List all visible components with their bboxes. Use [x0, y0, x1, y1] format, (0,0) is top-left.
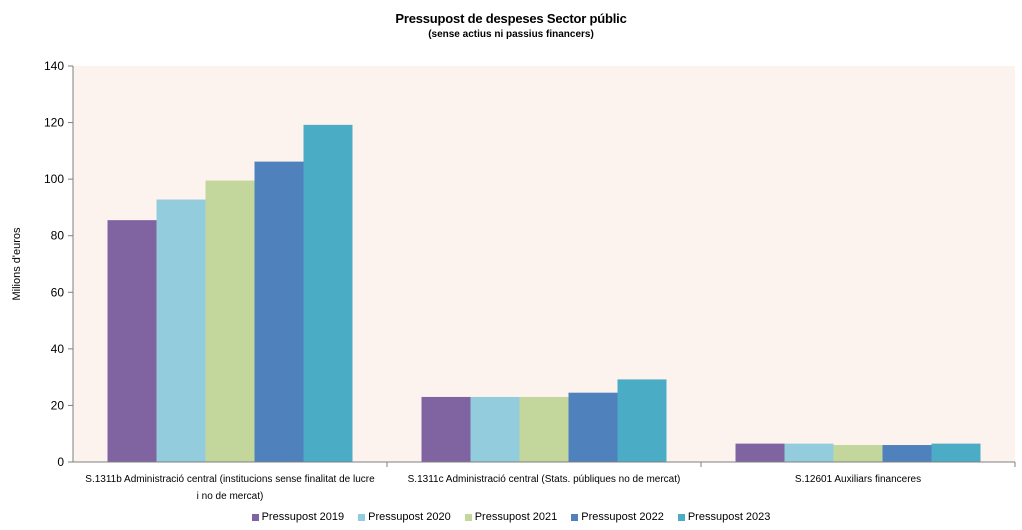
- bar: [735, 443, 785, 462]
- chart-subtitle: (sense actius ni passius financers): [428, 29, 594, 40]
- y-tick-label: 80: [51, 229, 65, 243]
- bar: [882, 445, 932, 462]
- y-axis-title: Milions d'euros: [11, 227, 23, 301]
- axes-layer: 0 20 40 60 80 100 120 140 S.1311b Administració …: [44, 59, 1016, 502]
- bar: [833, 445, 883, 462]
- bars-layer: [107, 124, 981, 463]
- y-tick-label: 100: [44, 172, 64, 186]
- legend-item: Pressupost 2020: [358, 511, 451, 523]
- bar: [784, 443, 834, 462]
- x-category-label: S.1311b Administració central (instituci…: [85, 474, 375, 502]
- legend-swatch: [571, 513, 579, 521]
- bar: [470, 396, 520, 462]
- legend-item: Pressupost 2023: [677, 511, 771, 523]
- legend-item: Pressupost 2019: [251, 511, 345, 523]
- y-tick-label: 0: [57, 455, 64, 469]
- legend-label: Pressupost 2022: [581, 511, 664, 523]
- y-tick-label: 20: [51, 398, 65, 412]
- bar: [931, 443, 981, 462]
- bar: [205, 180, 255, 463]
- y-tick-label: 60: [51, 285, 65, 299]
- legend-label: Pressupost 2021: [474, 511, 558, 523]
- legend-label: Pressupost 2023: [687, 511, 771, 523]
- bar: [519, 396, 569, 462]
- legend-label: Pressupost 2019: [261, 511, 345, 523]
- legend-swatch: [358, 513, 366, 521]
- y-tick-label: 140: [44, 59, 64, 73]
- legend-swatch: [677, 513, 685, 521]
- y-tick-label: 120: [44, 116, 64, 130]
- bar: [568, 392, 618, 462]
- legend-label: Pressupost 2020: [368, 511, 451, 523]
- bar-chart: 0 20 40 60 80 100 120 140 S.1311b Administració …: [11, 59, 1016, 502]
- y-tick-label: 40: [51, 342, 65, 356]
- bar: [107, 220, 157, 462]
- legend: Pressupost 2019 Pressupost 2020 Pressupost…: [0, 511, 1022, 523]
- legend-item: Pressupost 2021: [464, 511, 558, 523]
- legend-swatch: [251, 513, 259, 521]
- legend-swatch: [464, 513, 472, 521]
- chart-title: Pressupost de despeses Sector públic: [395, 11, 627, 26]
- x-category-label: S.1311c Administració central (Stats. pú…: [408, 474, 681, 485]
- bar: [254, 161, 304, 462]
- bar: [617, 379, 667, 462]
- bar: [156, 199, 206, 462]
- x-category-label: S.12601 Auxiliars financeres: [795, 474, 921, 485]
- bar: [421, 396, 471, 462]
- legend-item: Pressupost 2022: [571, 511, 664, 523]
- bar: [303, 124, 353, 462]
